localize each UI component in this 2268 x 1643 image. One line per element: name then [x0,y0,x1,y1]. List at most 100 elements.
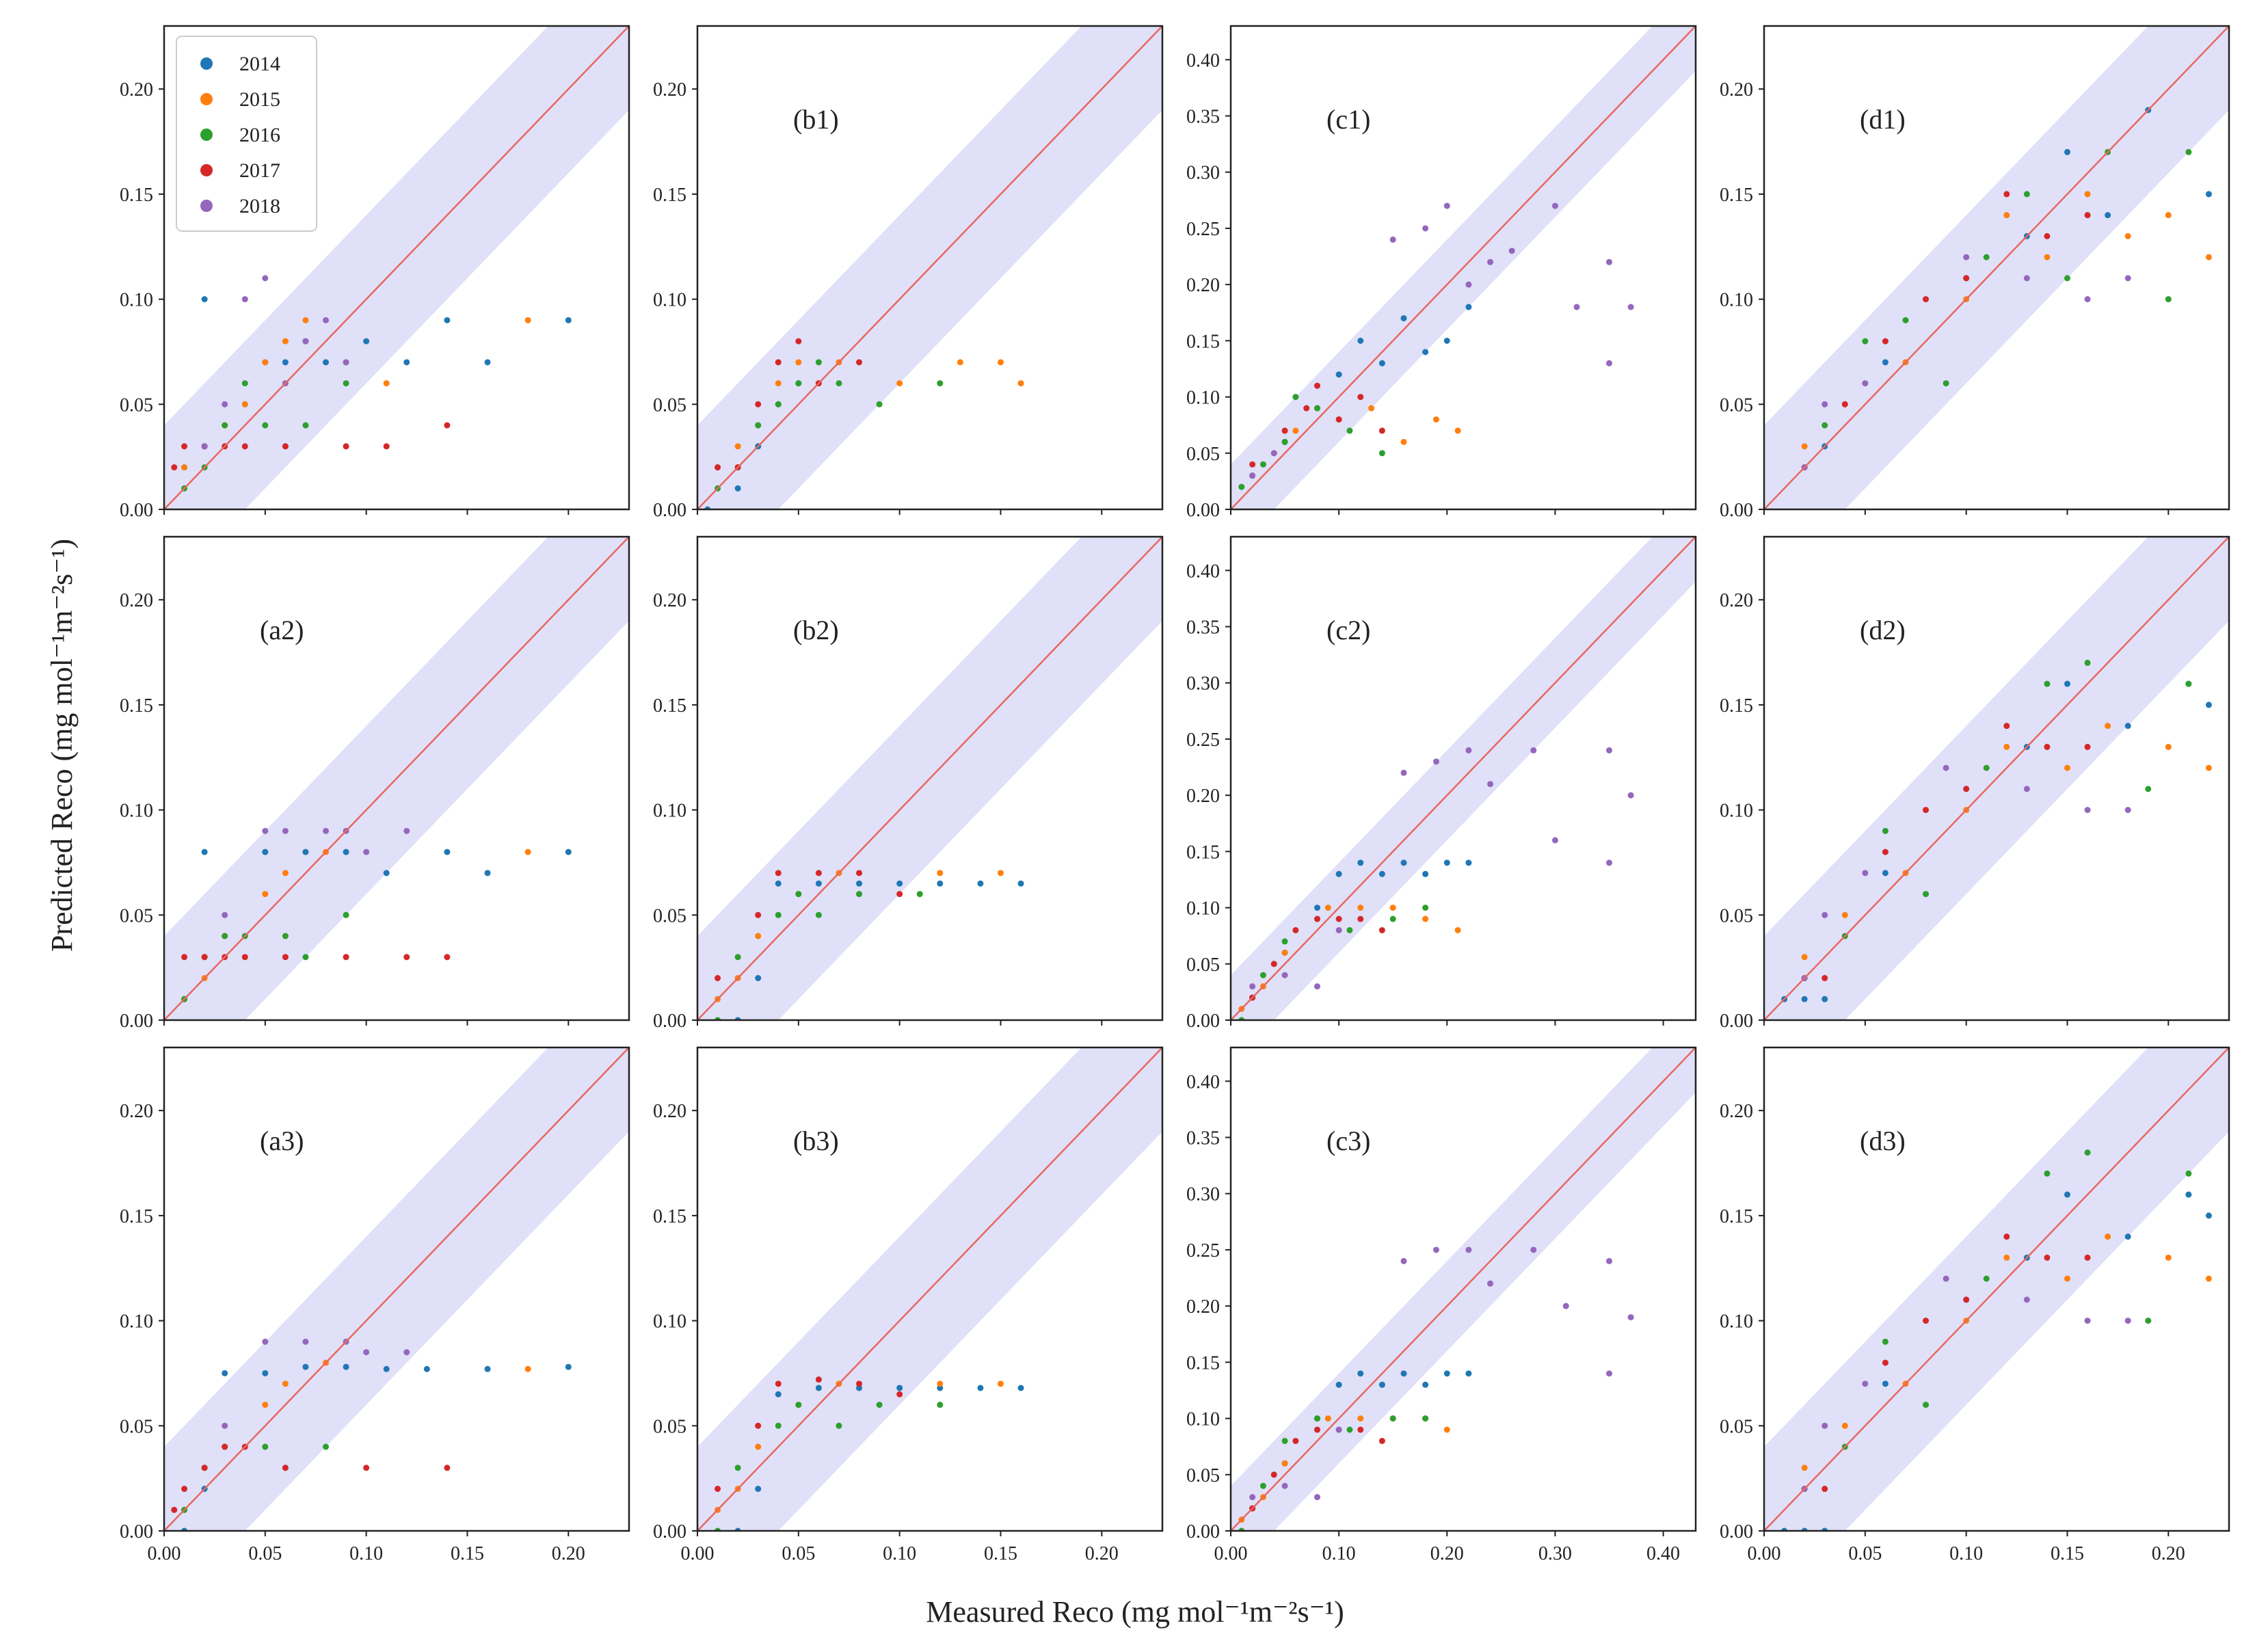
point-2018 [1249,983,1256,990]
point-2018 [2084,1318,2091,1324]
point-2014 [775,880,782,887]
point-2015 [1281,1460,1288,1467]
point-2016 [1292,394,1299,401]
point-2014 [201,849,208,855]
point-2018 [403,827,410,834]
point-2017 [755,1422,762,1429]
y-tick-label: 0.40 [1186,50,1220,71]
point-2017 [1923,807,1930,814]
y-tick-label: 0.15 [1186,1352,1220,1374]
point-2018 [1281,1482,1288,1489]
point-2015 [755,933,762,939]
point-2018 [1465,281,1472,288]
point-2018 [262,1338,269,1345]
point-2014 [565,317,572,323]
y-tick-label: 0.20 [653,590,686,611]
point-2015 [2084,191,2091,198]
y-tick-label: 0.20 [1186,275,1220,296]
point-2014 [1443,337,1450,344]
point-2017 [1963,786,1970,792]
y-tick-label: 0.15 [1720,695,1753,717]
point-2015 [282,338,289,345]
point-2018 [1487,1280,1494,1287]
y-tick-label: 0.30 [1186,1184,1220,1205]
point-2015 [383,380,390,387]
panel-d1: 0.00 0.05 0.10 0.15 0.20 (d1) [1720,25,2230,521]
point-2016 [937,1402,944,1408]
point-2016 [1902,317,1909,323]
panel-label: (d2) [1860,615,1906,645]
y-tick-label: 0.05 [653,1416,686,1437]
point-2017 [856,1380,863,1387]
axes-frame [1763,25,2230,511]
point-2018 [201,443,208,450]
point-2015 [241,401,248,408]
point-2017 [1923,296,1930,303]
point-2014 [1357,337,1364,344]
x-tick-label: 0.05 [248,1543,282,1564]
point-2017 [2003,1233,2010,1240]
point-2014 [403,359,410,366]
point-2014 [2124,723,2131,730]
y-tick-label: 0.20 [653,79,686,101]
point-2017 [282,443,289,450]
point-2015 [1292,427,1299,434]
point-2015 [2003,212,2010,219]
point-2015 [2165,212,2172,219]
plot-area [697,1047,1162,1531]
point-2017 [775,359,782,366]
point-2016 [1346,926,1353,933]
point-2017 [715,464,721,471]
point-2018 [1862,870,1869,877]
point-2017 [2044,232,2051,239]
y-tick-label: 0.10 [1720,1311,1753,1333]
x-tick-label: 0.40 [1646,1543,1680,1564]
panel-c2: 0.00 0.05 0.10 0.15 0.20 0.25 0.30 0.35 0.40 (c2) [1186,535,1697,1032]
panel-label: (c1) [1326,104,1370,135]
point-2016 [1378,450,1385,457]
point-2018 [2124,275,2131,282]
point-2015 [775,380,782,387]
y-tick-label: 0.05 [653,395,686,416]
point-2014 [815,880,822,887]
one-to-one-line [164,537,629,1020]
point-2015 [2205,254,2212,261]
point-2015 [262,359,269,366]
point-2015 [524,317,531,323]
point-2014 [1335,371,1342,378]
legend-marker-2018 [200,200,213,212]
x-tick-label: 0.20 [2152,1543,2185,1564]
axes-frame [696,535,1164,1021]
one-to-one-line [697,537,1162,1020]
point-2016 [775,911,782,918]
point-2016 [2023,191,2030,198]
y-tick-label: 0.20 [1720,79,1753,101]
point-2014 [565,1363,572,1370]
point-2017 [1314,916,1321,922]
point-2018 [1335,926,1342,933]
point-2014 [856,1385,863,1391]
panel-label: (c2) [1326,615,1370,645]
x-tick-label: 0.00 [1748,1543,1781,1564]
one-to-one-line [164,1047,629,1531]
legend-label-2016: 2016 [239,124,280,146]
point-2015 [524,1365,531,1372]
y-tick-label: 0.20 [120,79,153,101]
point-2015 [997,359,1004,366]
point-2017 [775,870,782,877]
point-2017 [282,954,289,961]
point-2017 [2084,743,2091,750]
point-2018 [1389,236,1396,243]
point-2017 [222,1443,228,1450]
panel-label: (b1) [793,104,839,135]
point-2017 [856,870,863,877]
x-tick-label: 0.00 [1214,1543,1248,1564]
y-tick-label: 0.20 [1186,786,1220,807]
point-2018 [323,827,330,834]
point-2015 [1841,1422,1848,1429]
point-2016 [2044,680,2051,687]
y-tick-label: 0.20 [120,590,153,611]
y-tick-label: 0.05 [1186,954,1220,976]
point-2018 [1249,472,1256,479]
point-2016 [775,1422,782,1429]
